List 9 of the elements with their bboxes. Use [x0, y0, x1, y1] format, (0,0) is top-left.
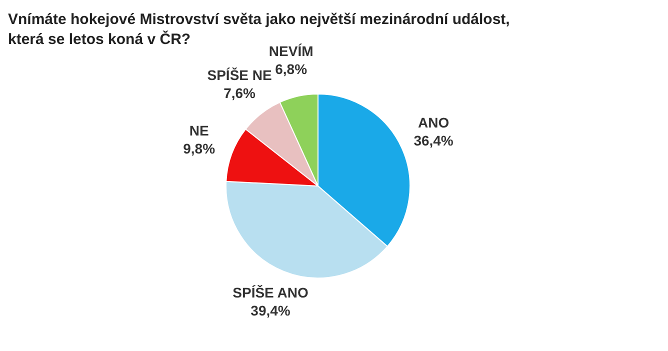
slice-label: ANO — [418, 114, 450, 130]
data-label: 39,4% — [250, 302, 291, 319]
slice-label: SPÍŠE ANO — [232, 284, 308, 301]
slice-label: NE — [189, 122, 209, 138]
data-label: 36,4% — [414, 132, 454, 148]
slice-label: SPÍŠE NE — [207, 67, 272, 84]
data-label: 7,6% — [224, 85, 256, 102]
data-label: 9,8% — [183, 140, 216, 156]
data-label: 6,8% — [275, 60, 308, 77]
